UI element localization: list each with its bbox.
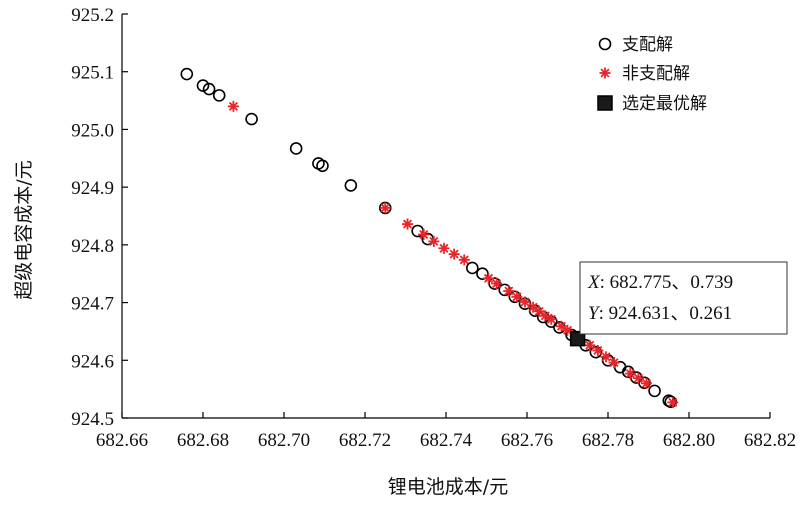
- y-axis-ticks: 924.5 924.6 924.7 924.8 924.9 925.0 925.1 925.2: [71, 5, 128, 430]
- nondominated-point: [227, 100, 239, 112]
- y-tick-label: 924.7: [71, 294, 114, 315]
- legend: 支配解 非支配解 选定最优解: [597, 35, 707, 114]
- annotation-x-line: X: 682.775、0.739: [587, 272, 733, 293]
- x-tick-label: 682.78: [582, 430, 634, 451]
- legend-marker-selected: [597, 95, 613, 111]
- data-points: [180, 67, 679, 409]
- legend-label-selected: 选定最优解: [622, 94, 707, 114]
- annotation-y-label: Y: [588, 303, 601, 324]
- legend-star-glyph: [599, 67, 611, 79]
- selected-optimal-point: [569, 330, 586, 347]
- nondominated-point: [600, 351, 612, 363]
- annotation-x-label: X: [587, 272, 601, 293]
- y-tick-label: 924.8: [71, 236, 114, 257]
- dominated-point: [344, 179, 358, 192]
- nondominated-point: [624, 368, 636, 380]
- dominated-point: [316, 159, 329, 173]
- annotation-x-value: : 682.775、0.739: [600, 272, 734, 293]
- dominated-point: [212, 89, 226, 102]
- x-tick-label: 682.76: [501, 430, 553, 451]
- y-axis-label: 超级电容成本/元: [13, 160, 35, 299]
- x-tick-label: 682.70: [258, 430, 310, 451]
- y-tick-label: 924.5: [71, 409, 114, 430]
- nondominated-point: [545, 313, 557, 325]
- nondominated-point: [640, 377, 652, 389]
- annotation-y-line: Y: 924.631、0.261: [588, 303, 732, 324]
- nondominated-point: [527, 301, 539, 313]
- nondominated-point: [511, 291, 523, 303]
- dominated-point: [466, 261, 479, 275]
- dominated-point: [245, 112, 258, 126]
- x-tick-label: 682.66: [96, 430, 148, 451]
- dominated-point: [289, 142, 303, 155]
- nondominated-point: [592, 344, 604, 356]
- annotation-box: [579, 261, 788, 335]
- y-tick-label: 925.2: [71, 5, 114, 26]
- x-tick-label: 682.80: [663, 430, 715, 451]
- nondominated-point: [448, 248, 460, 260]
- dominated-point: [621, 365, 635, 379]
- x-axis-label: 锂电池成本/元: [388, 476, 508, 498]
- legend-label-dominated: 支配解: [622, 35, 673, 55]
- legend-marker-dominated: [598, 37, 612, 51]
- nondominated-point: [491, 278, 503, 290]
- dominated-point: [589, 345, 603, 359]
- optimal-solution-annotation: X: 682.775、0.739 Y: 924.631、0.261: [579, 261, 788, 335]
- nondominated-point: [533, 305, 545, 317]
- nondominated-point: [608, 357, 620, 369]
- dominated-point: [196, 79, 210, 92]
- nondominated-point: [379, 202, 391, 214]
- nondominated-point: [458, 254, 470, 266]
- y-tick-label: 924.9: [71, 178, 114, 199]
- nondominated-point: [667, 396, 679, 408]
- nondominated-point: [428, 235, 440, 247]
- nondominated-point: [503, 285, 515, 297]
- annotation-y-value: : 924.631、0.261: [599, 303, 733, 324]
- dominated-point: [180, 67, 194, 81]
- y-tick-label: 925.0: [71, 120, 114, 141]
- x-tick-label: 682.82: [744, 430, 796, 451]
- nondominated-point: [632, 372, 644, 384]
- nondominated-point: [402, 218, 414, 230]
- nondominated-point: [438, 242, 450, 254]
- nondominated-point: [584, 339, 596, 351]
- y-tick-label: 924.6: [71, 351, 114, 372]
- nondominated-point: [483, 272, 495, 284]
- nondominated-point: [555, 320, 567, 332]
- dominated-point: [648, 384, 661, 398]
- y-tick-label: 925.1: [71, 63, 114, 84]
- nondominated-point: [418, 228, 430, 240]
- legend-label-nondominated: 非支配解: [622, 64, 690, 84]
- legend-marker-nondominated: [599, 67, 611, 79]
- x-tick-label: 682.74: [420, 430, 473, 451]
- x-tick-label: 682.68: [177, 430, 229, 451]
- x-tick-label: 682.72: [339, 430, 391, 451]
- dominated-point: [202, 82, 216, 96]
- x-axis-ticks: 682.66 682.68 682.70 682.72 682.74 682.76 682.…: [96, 412, 796, 451]
- nondominated-point: [519, 296, 531, 308]
